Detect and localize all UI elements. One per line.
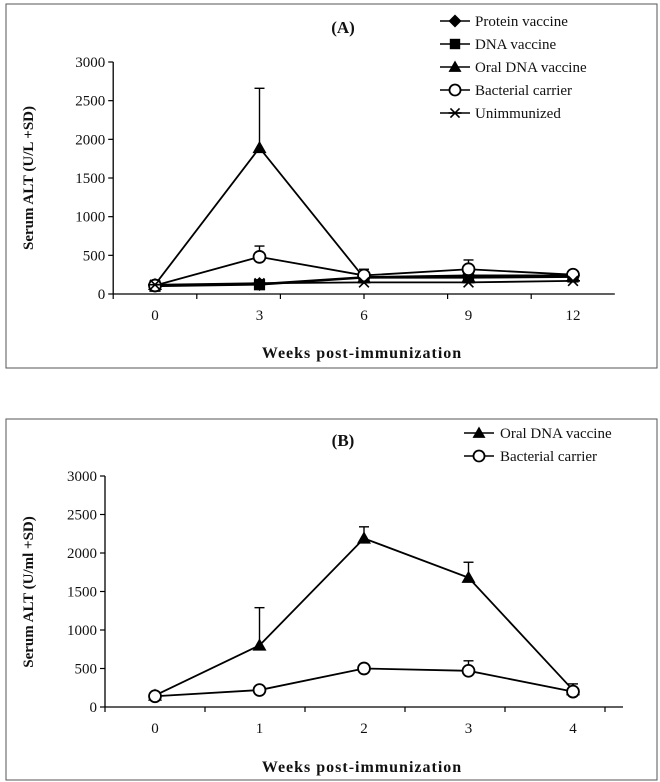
- panel-b-xtick-label-2: 2: [360, 721, 368, 737]
- panel-a-legend-label-2: Oral DNA vaccine: [475, 60, 587, 76]
- panel-a-series-triangle-line: [154, 146, 574, 286]
- panel-a-legend-marker-4: [448, 107, 462, 119]
- panel-a-series-asterisk-point-4: [566, 275, 580, 287]
- panel-a-ylabel: Serum ALT (U/L +SD): [21, 106, 37, 250]
- panel-b-xtick-label-0: 0: [151, 721, 159, 737]
- panel-a-plot: 0 500 1000 1500 2000 2500 3000 0 3 6 9 12: [75, 55, 615, 324]
- panel-a-series-asterisk-point-0: [148, 279, 162, 291]
- panel-a-ytick-label-6: 3000: [75, 55, 105, 71]
- panel-a-legend-entry-3: Bacterial carrier: [440, 83, 572, 99]
- panel-a-ytick-label-2: 1000: [75, 210, 105, 226]
- panel-a-legend: Protein vaccine DNA vaccine Oral DNA vacci…: [440, 14, 587, 122]
- panel-a-series-asterisk-point-4-stroke-d2: [567, 275, 579, 287]
- panel-b-legend: Oral DNA vaccine Bacterial carrier: [464, 426, 612, 465]
- panel-a-series-circle-open-point-1: [252, 250, 267, 264]
- panel-a-legend-entry-2: Oral DNA vaccine: [440, 60, 587, 76]
- panel-b-ytick-label-2: 1000: [67, 623, 97, 639]
- panel-a-legend-entry-4: Unimmunized: [440, 106, 561, 122]
- panel-b-legend-marker-0: [472, 426, 486, 438]
- panel-b-series-circle-open-point-1: [252, 683, 267, 697]
- panel-a: (A) Serum ALT (U/L +SD) Weeks post-immun…: [5, 3, 658, 369]
- panel-a-legend-label-0: Protein vaccine: [475, 14, 568, 30]
- panel-a-xtick-label-0: 0: [151, 308, 159, 324]
- panel-b-xlabel: Weeks post-immunization: [262, 759, 462, 776]
- panel-a-legend-marker-0: [448, 14, 462, 28]
- panel-a-ytick-label-4: 2000: [75, 132, 105, 148]
- panel-a-legend-marker-4-stroke-d2: [449, 107, 461, 119]
- panel-b-legend-entry-0: Oral DNA vaccine: [464, 426, 612, 442]
- panel-b-plot: 0 500 1000 1500 2000 2500 3000 0 1 2 3 4: [67, 469, 623, 737]
- panel-b-ytick-label-3: 1500: [67, 585, 97, 601]
- panel-b-ytick-label-4: 2000: [67, 546, 97, 562]
- panel-a-series-asterisk-point-1-stroke-d2: [254, 277, 265, 289]
- panel-b-ylabel: Serum ALT (U/ml +SD): [21, 516, 37, 668]
- panel-b-series-circle-open-point-0: [148, 689, 162, 704]
- panel-b-series-circle-open-point-3: [461, 663, 476, 678]
- panel-b-series-triangle-point-2: [357, 531, 371, 544]
- panel-a-legend-marker-2: [448, 60, 462, 72]
- panel-a-xtick-label-2: 6: [360, 308, 368, 324]
- panel-a-legend-marker-1: [449, 38, 461, 50]
- panel-b-ytick-label-5: 2500: [67, 508, 97, 524]
- panel-b-legend-marker-1: [472, 449, 486, 463]
- panel-b-xtick-label-1: 1: [256, 721, 264, 737]
- panel-b-legend-label-1: Bacterial carrier: [500, 449, 597, 465]
- panel-b-ytick-label-0: 0: [90, 700, 98, 716]
- panel-b-ytick-label-6: 3000: [67, 469, 97, 485]
- panel-a-title: (A): [331, 18, 355, 37]
- panel-a-xlabel: Weeks post-immunization: [262, 345, 462, 362]
- panel-a-series-circle-open-point-2: [357, 268, 371, 283]
- panel-b-legend-label-0: Oral DNA vaccine: [500, 426, 612, 442]
- panel-a-series-circle-open-point-3: [461, 262, 476, 277]
- panel-a-series-asterisk-point-2: [357, 276, 371, 288]
- panel-a-xtick-label-1: 3: [256, 308, 264, 324]
- panel-a-xtick-label-3: 9: [465, 308, 473, 324]
- panel-a-legend-label-4: Unimmunized: [475, 106, 561, 122]
- panel-b-series-circle-open-point-2: [357, 661, 371, 676]
- panel-a-series-asterisk-point-0-stroke-d2: [149, 279, 161, 291]
- panel-b-ytick-label-1: 500: [75, 662, 98, 678]
- panel-a-series-asterisk-point-3: [461, 276, 476, 288]
- panel-b-series-circle-open-point-4: [566, 684, 580, 699]
- panel-a-xtick-label-4: 12: [566, 308, 581, 324]
- panel-b-legend-entry-1: Bacterial carrier: [464, 449, 597, 465]
- panel-a-ytick-label-0: 0: [98, 287, 106, 303]
- panel-a-legend-label-3: Bacterial carrier: [475, 83, 572, 99]
- panel-b-series-triangle: [148, 526, 580, 701]
- panel-b-series-triangle-point-3: [461, 570, 476, 583]
- panel-a-series-asterisk: [148, 275, 580, 291]
- panel-b-series-triangle-point-1: [252, 638, 267, 651]
- panel-a-series-triangle-point-1: [252, 140, 267, 154]
- panel-a-series-asterisk-point-3-stroke-d2: [463, 276, 474, 288]
- panel-a-ytick-label-1: 500: [83, 248, 106, 264]
- panel-a-legend-entry-1: DNA vaccine: [440, 37, 557, 53]
- panel-b: (B) Serum ALT (U/ml +SD) Weeks post-immu…: [5, 418, 658, 781]
- panel-a-legend-label-1: DNA vaccine: [475, 37, 557, 53]
- panel-b-xtick-label-4: 4: [569, 721, 577, 737]
- panel-a-series-circle-open-point-4: [566, 267, 580, 282]
- panel-a-frame: [5, 3, 658, 369]
- panel-a-ytick-label-3: 1500: [75, 171, 105, 187]
- panel-a-legend-marker-3: [448, 83, 462, 97]
- panel-b-title: (B): [332, 431, 355, 450]
- panel-b-series-circle-open: [148, 660, 580, 704]
- panel-a-legend-entry-0: Protein vaccine: [440, 14, 568, 30]
- panel-a-series-asterisk-point-2-stroke-d2: [358, 276, 370, 288]
- panel-a-ytick-label-5: 2500: [75, 94, 105, 110]
- panel-a-series-asterisk-point-1: [252, 277, 267, 289]
- panel-b-xtick-label-3: 3: [465, 721, 473, 737]
- panel-a-series-square-point-1: [253, 279, 266, 291]
- panel-b-frame: [5, 418, 658, 781]
